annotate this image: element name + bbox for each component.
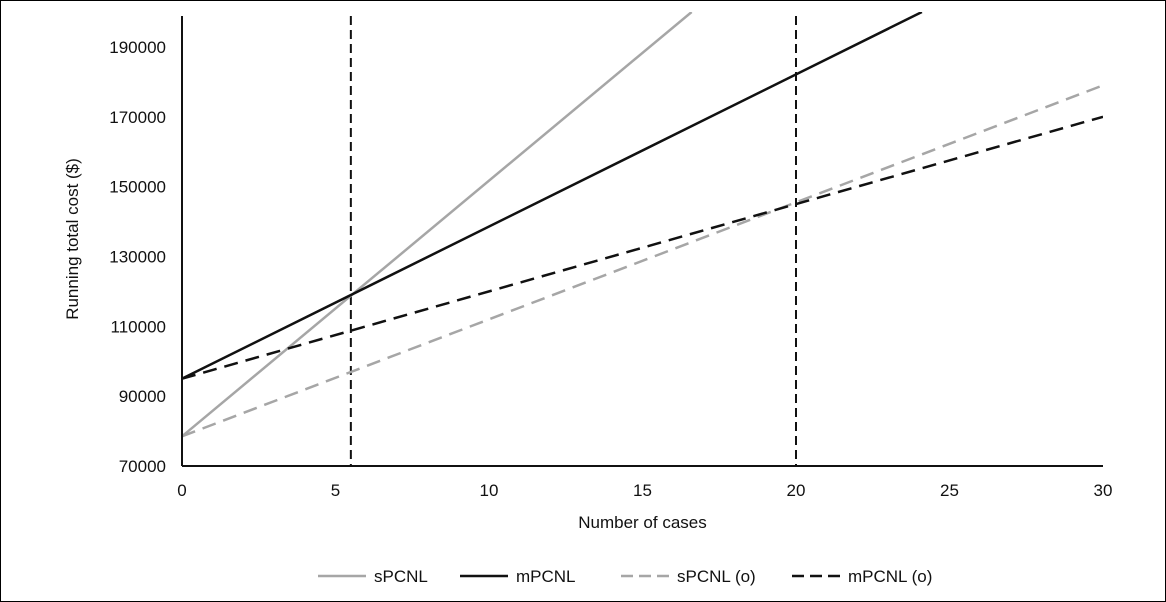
y-tick-label: 90000 bbox=[119, 387, 166, 406]
series-line bbox=[182, 84, 1103, 438]
x-tick-label: 5 bbox=[331, 481, 340, 500]
x-tick-labels: 0 5 10 15 20 25 30 bbox=[177, 481, 1112, 500]
legend-label: sPCNL (o) bbox=[677, 567, 756, 586]
legend-label: mPCNL (o) bbox=[848, 567, 932, 586]
axes bbox=[181, 16, 1103, 467]
y-tick-label: 130000 bbox=[109, 247, 166, 266]
x-tick-label: 25 bbox=[940, 481, 959, 500]
series-line bbox=[182, 115, 1103, 380]
x-tick-label: 30 bbox=[1094, 481, 1113, 500]
y-tick-label: 170000 bbox=[109, 108, 166, 127]
y-tick-label: 150000 bbox=[109, 178, 166, 197]
series-line bbox=[182, 12, 693, 438]
y-tick-labels: 70000 90000 110000 130000 150000 170000 190000 bbox=[109, 38, 166, 476]
series-line bbox=[182, 12, 923, 380]
legend-label: sPCNL bbox=[374, 567, 428, 586]
x-tick-label: 15 bbox=[633, 481, 652, 500]
y-tick-label: 190000 bbox=[109, 38, 166, 57]
x-tick-label: 0 bbox=[177, 481, 186, 500]
series-lines bbox=[182, 12, 1103, 438]
x-tick-label: 10 bbox=[480, 481, 499, 500]
y-tick-label: 70000 bbox=[119, 457, 166, 476]
x-tick-label: 20 bbox=[787, 481, 806, 500]
x-axis-label: Number of cases bbox=[578, 513, 707, 532]
y-tick-label: 110000 bbox=[111, 317, 166, 336]
y-axis-label: Running total cost ($) bbox=[63, 158, 82, 320]
reference-lines bbox=[349, 16, 797, 466]
legend-label: mPCNL bbox=[516, 567, 576, 586]
legend: sPCNL mPCNL sPCNL (o) mPCNL (o) bbox=[318, 567, 932, 586]
